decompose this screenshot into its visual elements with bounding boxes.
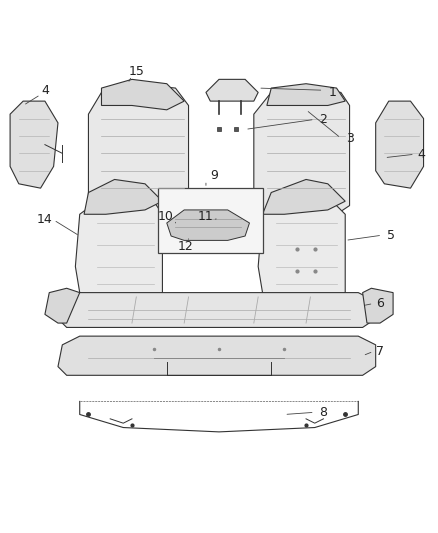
- Polygon shape: [84, 180, 162, 214]
- Text: 1: 1: [328, 86, 336, 99]
- Polygon shape: [58, 336, 376, 375]
- Text: 9: 9: [210, 169, 218, 182]
- Polygon shape: [88, 84, 188, 214]
- Polygon shape: [267, 84, 345, 106]
- Polygon shape: [206, 79, 258, 101]
- Text: 11: 11: [197, 210, 213, 223]
- Text: 12: 12: [178, 240, 193, 253]
- Text: 5: 5: [387, 229, 395, 241]
- Polygon shape: [254, 88, 350, 214]
- Polygon shape: [258, 201, 345, 301]
- Polygon shape: [45, 288, 80, 323]
- Polygon shape: [167, 210, 250, 240]
- Text: 4: 4: [417, 148, 425, 161]
- Polygon shape: [58, 293, 376, 327]
- Text: 3: 3: [346, 132, 353, 144]
- Text: 14: 14: [37, 213, 53, 227]
- Polygon shape: [363, 288, 393, 323]
- Polygon shape: [262, 180, 345, 214]
- Text: 4: 4: [41, 84, 49, 96]
- Text: 10: 10: [158, 210, 174, 223]
- Text: 6: 6: [376, 297, 384, 310]
- FancyBboxPatch shape: [158, 188, 262, 254]
- Text: 7: 7: [376, 345, 384, 358]
- Polygon shape: [75, 201, 162, 301]
- Text: 8: 8: [319, 406, 328, 419]
- Text: 2: 2: [319, 113, 327, 126]
- Polygon shape: [102, 79, 184, 110]
- Polygon shape: [376, 101, 424, 188]
- Polygon shape: [10, 101, 58, 188]
- Text: 15: 15: [128, 65, 144, 78]
